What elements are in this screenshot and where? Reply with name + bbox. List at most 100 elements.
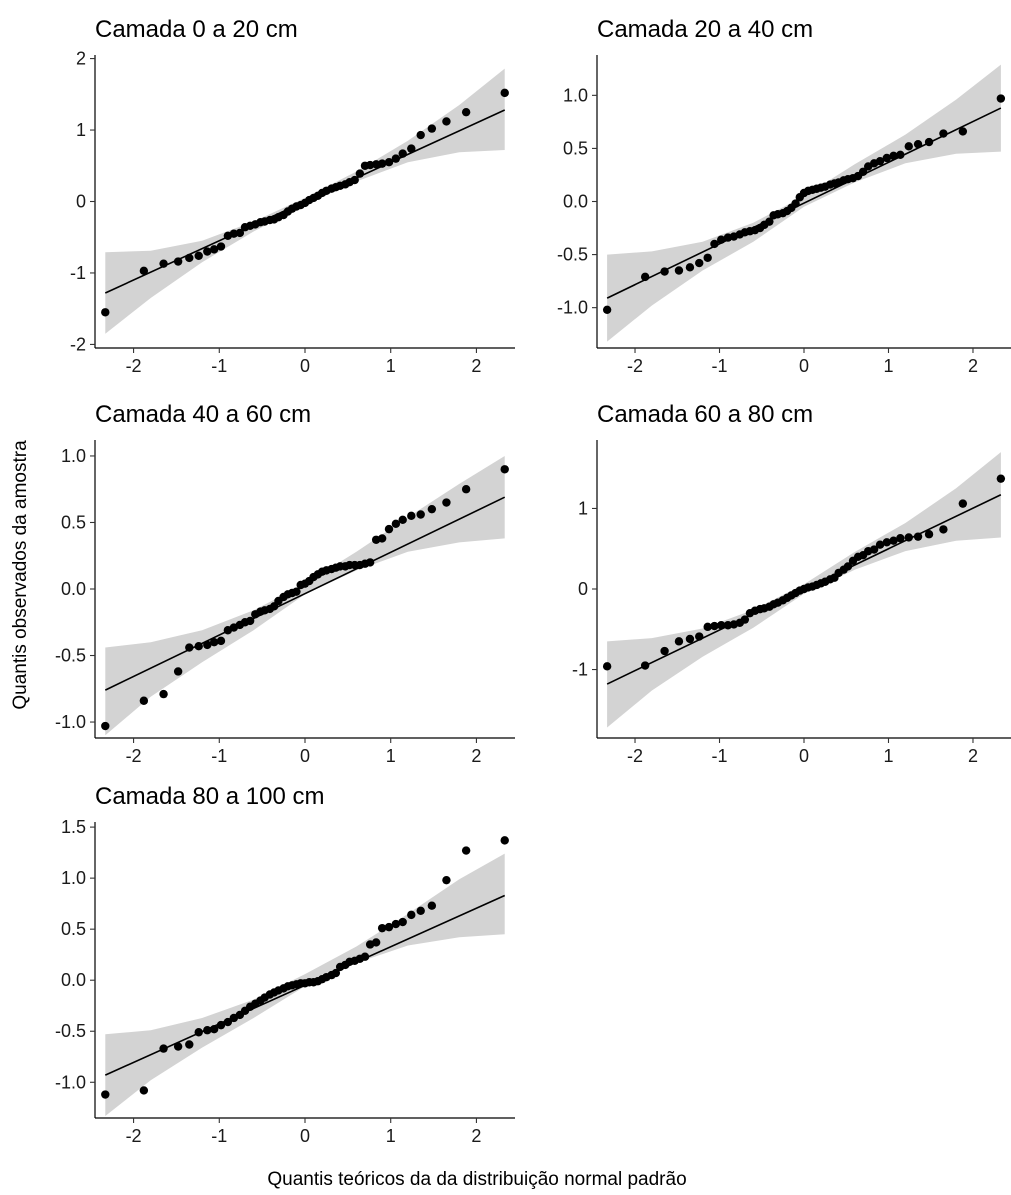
y-tick-label: -1.0 [557,298,588,318]
x-tick-label: 0 [300,1126,310,1146]
x-tick-label: -2 [627,356,643,376]
data-point [904,533,913,542]
data-point [139,1086,149,1095]
data-point [355,169,365,178]
data-point [203,247,212,256]
data-point [159,689,168,699]
y-tick-label: -0.5 [55,1021,86,1041]
data-point [223,1017,233,1027]
data-point [896,150,905,159]
data-point [360,952,370,961]
x-tick-label: -1 [712,746,728,766]
data-point [398,149,407,158]
data-point [869,545,879,554]
data-point [442,117,451,126]
x-tick-label: 2 [471,1126,481,1146]
data-point [173,257,183,266]
data-point [703,253,712,262]
data-point [924,137,934,147]
y-tick-label: 0 [578,579,588,599]
data-point [159,259,168,268]
data-point [765,217,774,226]
x-tick-label: -2 [126,356,142,376]
data-point [442,875,451,885]
data-point [216,242,226,251]
data-point [703,622,712,632]
data-point [245,616,255,626]
data-point [377,159,387,168]
data-point [416,130,425,140]
data-point [939,129,948,138]
x-tick-label: 0 [300,356,310,376]
x-tick-label: 2 [471,356,481,376]
data-point [602,662,612,671]
x-tick-label: 0 [300,746,310,766]
panel-2: Camada 20 a 40 cm -2 -1 0 1 2 -1.0 -0.5 0.0 0.5 1.… [557,16,1011,376]
x-tick-label: 1 [883,746,893,766]
panel-1: Camada 0 a 20 cm -2 -1 0 1 2 -2 -1 0 1 2 [70,16,515,376]
data-point [384,157,394,167]
data-point [958,127,968,136]
x-axis-label: Quantis teóricos da da distribuição norm… [267,1169,686,1190]
y-tick-label: 1 [578,498,588,518]
data-point [416,510,425,519]
data-point [674,266,684,275]
data-point [882,538,891,547]
data-point [904,142,913,151]
x-tick-label: -1 [211,746,227,766]
data-point [194,251,203,261]
data-point [101,721,110,731]
y-tick-label: 1.0 [61,868,86,888]
x-tick-label: 1 [386,1126,396,1146]
data-point [194,642,203,651]
data-point [209,638,219,647]
data-point [843,562,853,571]
data-point [602,305,612,314]
y-tick-label: -0.5 [557,245,588,265]
data-point [407,144,416,153]
x-tick-label: 2 [471,746,481,766]
confidence-band [105,456,505,736]
y-tick-label: 0.5 [61,512,86,532]
x-tick-label: 0 [799,356,809,376]
y-tick-label: -1 [572,660,588,680]
data-point [427,124,437,133]
data-point [139,266,149,276]
data-point [416,906,425,915]
data-point [685,263,695,272]
reference-line [104,496,506,691]
data-point [939,525,948,534]
data-point [889,151,898,161]
data-point [674,637,684,646]
data-point [185,1040,194,1049]
data-point [427,504,437,514]
data-point [717,621,726,630]
panel-4: Camada 60 a 80 cm -2 -1 0 1 2 -1 0 1 [572,401,1011,766]
y-tick-label: 0.0 [61,579,86,599]
panel-title: Camada 60 a 80 cm [597,401,813,428]
x-tick-label: 2 [968,356,978,376]
data-point [875,156,885,166]
x-tick-label: 0 [799,746,809,766]
data-point [913,139,923,149]
data-point [377,534,387,543]
y-tick-label: 0.5 [563,138,588,158]
data-point [159,1044,168,1053]
data-point [717,235,726,244]
data-point [194,1028,203,1037]
data-point [398,917,407,927]
data-point [500,465,509,474]
y-tick-label: 0.0 [563,192,588,212]
data-point [391,519,401,529]
data-point [101,308,110,317]
data-point [740,615,750,624]
data-point [371,938,381,947]
data-point [889,536,898,545]
data-point [377,923,387,933]
y-tick-label: -1.0 [55,1072,86,1092]
data-point [391,154,401,163]
data-point [185,643,194,652]
data-point [407,910,416,920]
data-point [216,636,226,646]
